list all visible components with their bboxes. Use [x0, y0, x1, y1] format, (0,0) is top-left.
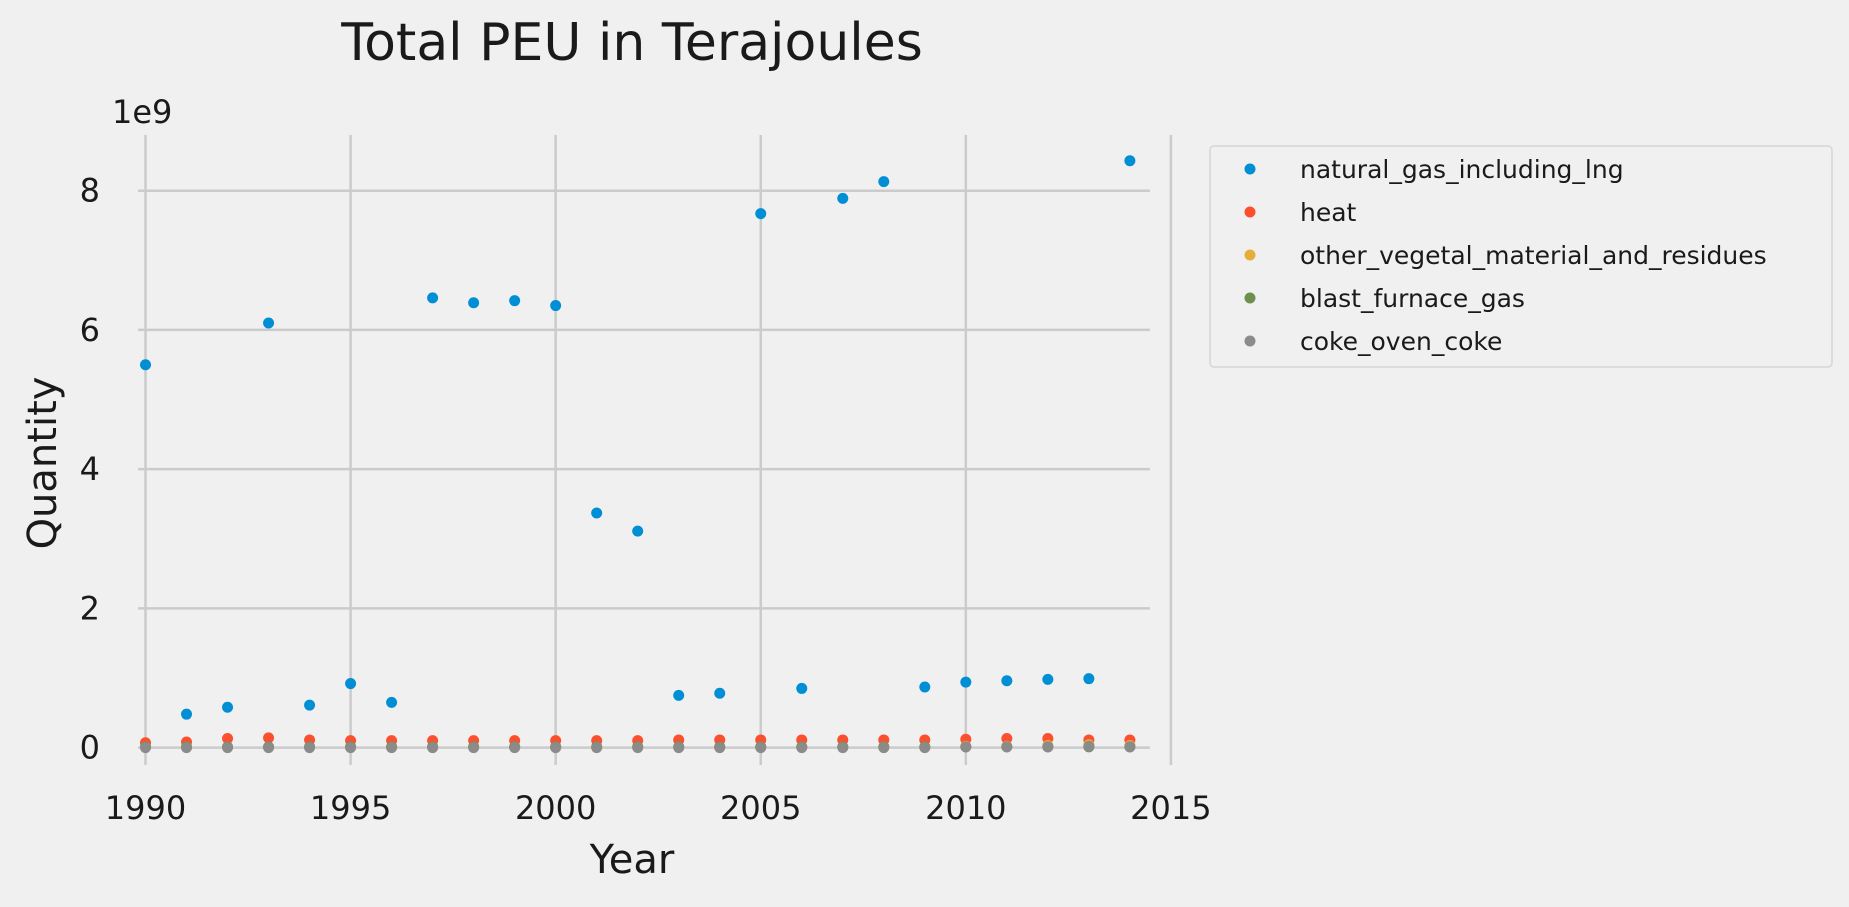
data-point-coke-oven-coke [591, 742, 603, 754]
data-point-natural-gas-including-lng [550, 300, 562, 312]
legend-label: natural_gas_including_lng [1300, 155, 1624, 184]
y-offset-label: 1e9 [112, 93, 172, 131]
x-tick-label: 1995 [310, 789, 391, 827]
data-point-coke-oven-coke [714, 742, 726, 754]
data-point-coke-oven-coke [1083, 740, 1095, 752]
y-tick-label: 2 [80, 589, 100, 627]
data-point-coke-oven-coke [427, 742, 439, 754]
data-point-coke-oven-coke [755, 742, 767, 754]
legend-label: heat [1300, 198, 1357, 227]
data-point-natural-gas-including-lng [1083, 673, 1095, 685]
data-point-coke-oven-coke [181, 742, 193, 754]
data-point-coke-oven-coke [878, 742, 890, 754]
y-axis-label: Quantity [20, 377, 66, 550]
data-point-natural-gas-including-lng [755, 208, 767, 220]
data-point-natural-gas-including-lng [345, 678, 357, 690]
data-point-natural-gas-including-lng [468, 297, 480, 309]
y-tick-label: 6 [80, 311, 100, 349]
data-point-natural-gas-including-lng [878, 176, 890, 188]
data-point-coke-oven-coke [222, 742, 234, 754]
legend-box [1209, 145, 1833, 368]
x-tick-label: 2010 [925, 789, 1006, 827]
y-tick-label: 8 [80, 172, 100, 210]
data-point-natural-gas-including-lng [386, 696, 398, 708]
data-point-coke-oven-coke [509, 742, 521, 754]
data-point-natural-gas-including-lng [591, 507, 603, 519]
legend-marker [1244, 292, 1256, 304]
data-point-natural-gas-including-lng [837, 192, 849, 204]
chart-title: Total PEU in Terajoules [340, 13, 923, 73]
y-tick-label: 0 [80, 729, 100, 767]
x-tick-label: 2005 [720, 789, 801, 827]
data-point-natural-gas-including-lng [304, 699, 316, 711]
data-point-heat [1001, 733, 1013, 745]
data-point-natural-gas-including-lng [796, 682, 808, 694]
data-point-coke-oven-coke [263, 742, 275, 754]
legend-marker [1244, 335, 1256, 347]
legend-marker [1244, 163, 1256, 175]
data-point-coke-oven-coke [837, 742, 849, 754]
data-point-natural-gas-including-lng [673, 689, 685, 701]
x-axis-label: Year [589, 837, 675, 883]
legend-marker [1244, 206, 1256, 218]
data-point-natural-gas-including-lng [140, 359, 152, 371]
data-point-coke-oven-coke [919, 742, 931, 754]
data-point-natural-gas-including-lng [1124, 155, 1136, 167]
legend-label: coke_oven_coke [1300, 327, 1502, 356]
data-point-natural-gas-including-lng [509, 295, 521, 307]
data-point-heat [222, 733, 234, 745]
data-point-coke-oven-coke [468, 742, 480, 754]
data-point-natural-gas-including-lng [632, 525, 644, 537]
data-point-coke-oven-coke [140, 742, 152, 754]
legend-marker [1244, 249, 1256, 261]
data-point-coke-oven-coke [1124, 741, 1136, 753]
data-point-coke-oven-coke [632, 742, 644, 754]
data-point-coke-oven-coke [960, 741, 972, 753]
legend-label: blast_furnace_gas [1300, 284, 1525, 313]
points-layer [140, 155, 1136, 754]
data-point-coke-oven-coke [550, 742, 562, 754]
y-tick-label: 4 [80, 450, 100, 488]
data-point-natural-gas-including-lng [714, 687, 726, 699]
data-point-coke-oven-coke [1001, 741, 1013, 753]
data-point-coke-oven-coke [304, 742, 316, 754]
data-point-natural-gas-including-lng [181, 708, 193, 720]
data-point-coke-oven-coke [345, 742, 357, 754]
data-point-natural-gas-including-lng [960, 676, 972, 688]
data-point-coke-oven-coke [1042, 741, 1054, 753]
data-point-natural-gas-including-lng [1001, 675, 1013, 687]
data-point-natural-gas-including-lng [263, 317, 275, 329]
data-point-natural-gas-including-lng [222, 701, 234, 713]
legend-label: other_vegetal_material_and_residues [1300, 241, 1767, 270]
data-point-coke-oven-coke [796, 742, 808, 754]
labels-layer: Total PEU in Terajoules 1e9 Year Quantit… [20, 13, 923, 883]
data-point-coke-oven-coke [386, 742, 398, 754]
data-point-natural-gas-including-lng [1042, 673, 1054, 685]
x-tick-label: 2015 [1130, 789, 1211, 827]
x-tick-label: 2000 [515, 789, 596, 827]
data-point-coke-oven-coke [673, 742, 685, 754]
data-point-heat [263, 732, 275, 744]
data-point-natural-gas-including-lng [427, 292, 439, 304]
x-tick-label: 1990 [105, 789, 186, 827]
grid-layer: 1990 1995 2000 2005 2010 2015 0 2 4 6 8 [80, 135, 1212, 827]
data-point-natural-gas-including-lng [919, 681, 931, 693]
